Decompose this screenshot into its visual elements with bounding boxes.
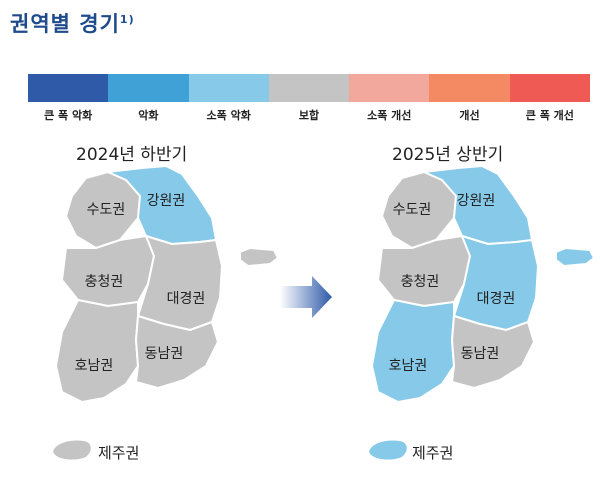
period-label-right: 2025년 상반기 xyxy=(392,145,504,165)
legend-swatch-0 xyxy=(28,74,109,102)
region-label-chungcheong: 충청권 xyxy=(85,274,124,290)
region-chungcheong xyxy=(377,235,471,307)
legend-labels: 큰 폭 악화 악화 소폭 악화 보합 소폭 개선 개선 큰 폭 개선 xyxy=(28,107,590,123)
region-daegyeong xyxy=(453,235,539,331)
jeju-label-right: 제주권 xyxy=(412,444,454,462)
region-honam xyxy=(55,299,139,403)
jeju-label-left: 제주권 xyxy=(98,444,140,462)
period-label-left: 2024년 하반기 xyxy=(76,145,188,165)
legend-swatch-4 xyxy=(349,74,430,102)
region-jeju xyxy=(367,438,409,462)
region-islands xyxy=(239,247,279,267)
map-right: 수도권 강원권 충청권 대경권 호남권 동남권 xyxy=(367,165,595,462)
legend-label: 큰 폭 개선 xyxy=(525,109,574,122)
legend-label: 개선 xyxy=(459,109,480,122)
legend-swatch-6 xyxy=(509,74,590,102)
region-label-gangwon: 강원권 xyxy=(147,193,186,209)
legend-label: 보합 xyxy=(298,109,320,122)
legend-swatch-3 xyxy=(268,74,350,102)
legend-swatch-5 xyxy=(429,74,510,102)
region-label-chungcheong: 충청권 xyxy=(401,274,440,290)
legend-label: 큰 폭 악화 xyxy=(44,109,93,122)
region-label-dongnam: 동남권 xyxy=(145,346,184,362)
region-label-gangwon: 강원권 xyxy=(457,193,496,209)
legend-swatch-1 xyxy=(108,74,189,102)
region-dongnam xyxy=(451,315,535,389)
map-left: 수도권 강원권 충청권 대경권 호남권 동남권 xyxy=(51,165,279,462)
title-footnote: 1) xyxy=(119,13,135,26)
page-title: 권역별 경기1) xyxy=(10,8,135,38)
right-arrow-icon xyxy=(280,276,332,318)
region-jeju xyxy=(51,438,93,462)
region-honam xyxy=(371,299,455,403)
region-label-sudo: 수도권 xyxy=(393,202,432,218)
region-label-sudo: 수도권 xyxy=(87,202,126,218)
region-label-honam: 호남권 xyxy=(75,358,114,374)
region-label-daegyeong: 대경권 xyxy=(167,291,206,307)
region-dongnam xyxy=(135,315,219,389)
legend-label: 소폭 개선 xyxy=(367,109,412,122)
region-label-daegyeong: 대경권 xyxy=(477,291,516,307)
legend-label: 소폭 악화 xyxy=(206,109,251,122)
region-islands xyxy=(555,247,595,267)
region-label-honam: 호남권 xyxy=(389,358,428,374)
legend-bar xyxy=(28,74,590,102)
region-chungcheong xyxy=(61,235,155,307)
region-label-dongnam: 동남권 xyxy=(461,346,500,362)
legend-label: 악화 xyxy=(138,109,159,122)
legend-swatch-2 xyxy=(188,74,269,102)
region-daegyeong xyxy=(137,235,223,331)
title-text: 권역별 경기 xyxy=(10,12,120,36)
